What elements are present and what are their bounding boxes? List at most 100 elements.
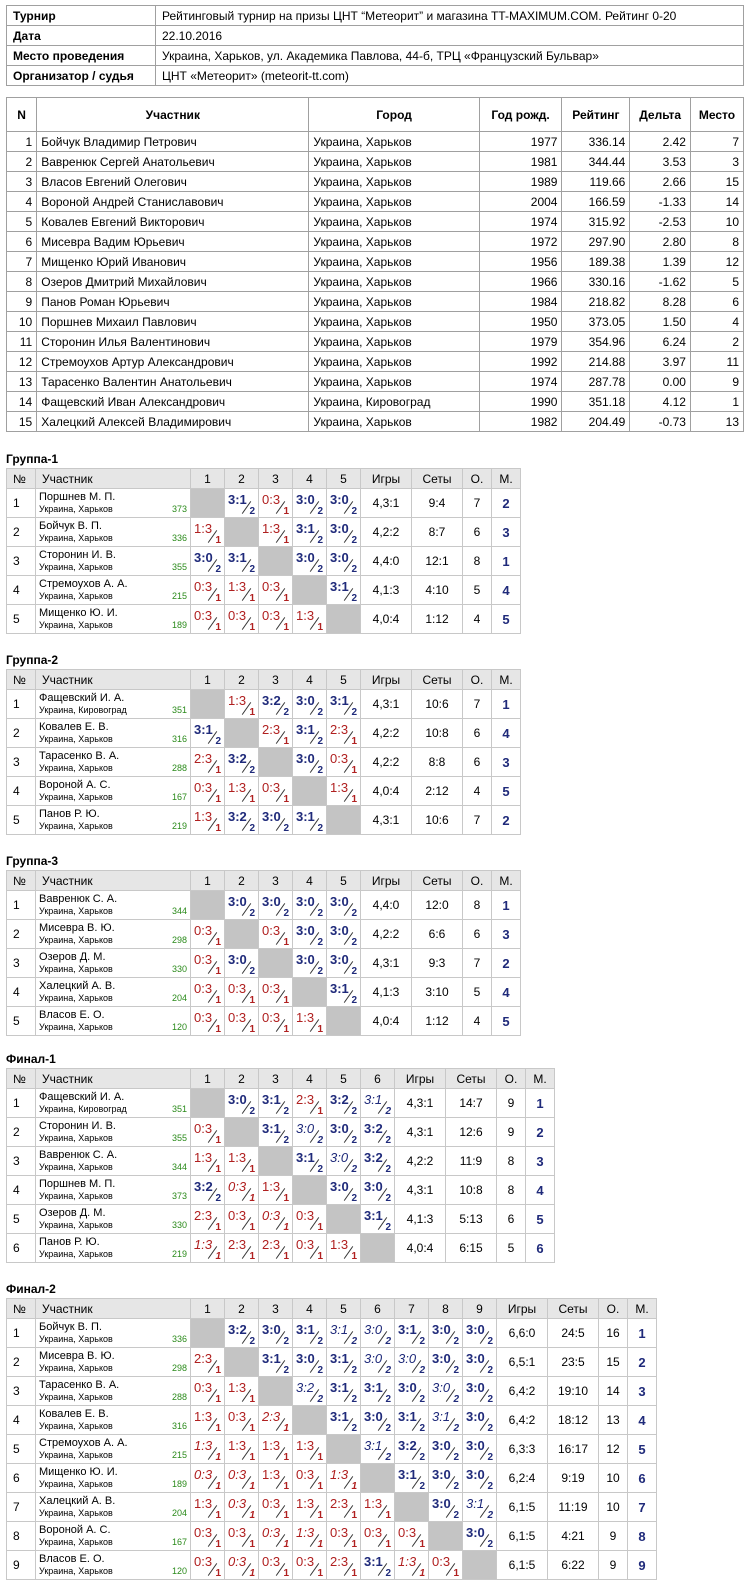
participant-row: 2 Вавренюк Сергей Анатольевич Украина, Хар… [5, 151, 745, 172]
player-rating: 316 [171, 1421, 187, 1431]
participant-cell: 344.44 [561, 151, 631, 172]
player-info: Украина, Харьков 344 [39, 1162, 187, 1173]
points: 6 [462, 919, 492, 949]
score-sets: 0:3 [194, 952, 213, 967]
score-cell: 0:3 1 [258, 1006, 293, 1036]
games: 6,3:3 [496, 1434, 548, 1464]
score-sets: 3:1 [228, 492, 247, 507]
score-sets: 0:3 [398, 1525, 417, 1540]
score-sets: 3:1 [296, 722, 315, 737]
score-cell: 3:0 2 [360, 1405, 395, 1435]
score: 3:0 2 [463, 1348, 496, 1376]
participant-row: 6 Мисевра Вадим Юрьевич Украина, Харьков 19… [5, 231, 745, 252]
row-number: 1 [6, 1318, 36, 1348]
score-points: 2 [317, 535, 323, 546]
score-cell: 2:3 1 [190, 747, 225, 777]
player-name: Фащевский И. А. [39, 1091, 125, 1103]
score-points: 2 [351, 564, 357, 575]
score-points: 1 [215, 622, 221, 633]
score-sets: 0:3 [262, 579, 281, 594]
score-points: 1 [249, 1539, 255, 1550]
score-sets: 2:3 [194, 1208, 213, 1223]
player-info: Украина, Харьков 215 [39, 591, 187, 602]
score-points: 2 [385, 1164, 391, 1175]
score-points: 1 [215, 1365, 221, 1376]
score-cell: 3:1 2 [258, 1347, 293, 1377]
score-sets: 3:1 [432, 1409, 451, 1424]
self-cell [292, 776, 327, 806]
score-points: 1 [249, 622, 255, 633]
info-value: Рейтинговый турнир на призы ЦНТ “Метеори… [155, 5, 744, 26]
score-cell: 3:0 2 [462, 1376, 497, 1406]
score: 3:0 2 [463, 1522, 496, 1550]
sets: 12:1 [411, 546, 463, 576]
player: Мисевра В. Ю. Украина, Харьков 298 [35, 1347, 191, 1377]
score: 0:3 1 [259, 605, 292, 633]
place: 5 [525, 1204, 555, 1234]
participant-cell: 4.12 [629, 391, 691, 412]
participant-cell: 1.39 [629, 251, 691, 272]
score: 0:3 1 [225, 1176, 258, 1204]
score-sets: 3:0 [296, 1121, 315, 1136]
player-rating: 355 [171, 1133, 187, 1143]
player-rating: 373 [171, 504, 187, 514]
score-points: 1 [283, 1222, 289, 1233]
player-city: Украина, Харьков [39, 1191, 113, 1201]
score-sets: 3:0 [330, 1121, 349, 1136]
score: 0:3 1 [259, 576, 292, 604]
player-name: Озеров Д. М. [39, 1207, 106, 1219]
score-sets: 3:0 [296, 923, 315, 938]
score-points: 1 [351, 1539, 357, 1550]
points: 7 [462, 805, 492, 835]
score: 2:3 1 [327, 1493, 360, 1521]
score-cell: 0:3 1 [292, 1233, 327, 1263]
score: 2:3 1 [259, 1406, 292, 1434]
participant-cell: 9 [5, 291, 38, 312]
score-cell: 3:1 2 [462, 1492, 497, 1522]
score-sets: 3:0 [364, 1322, 383, 1337]
score-sets: 3:0 [432, 1438, 451, 1453]
score-cell: 3:0 2 [224, 890, 259, 920]
group-body: 1 Фащевский И. А. Украина, Кировоград 351 3:… [6, 1088, 555, 1263]
column-header: Участник [35, 870, 191, 891]
participant-cell: 3.53 [629, 151, 691, 172]
score-cell: 3:0 2 [462, 1434, 497, 1464]
group-title: Группа-1 [6, 452, 59, 466]
player-city: Украина, Харьков [39, 935, 113, 945]
score-sets: 3:1 [194, 722, 213, 737]
player-rating: 219 [171, 1249, 187, 1259]
column-header: 5 [326, 468, 361, 489]
score-points: 1 [283, 1024, 289, 1035]
score-sets: 0:3 [296, 1554, 315, 1569]
participant-cell: Ковалев Евгений Викторович [36, 211, 310, 232]
score: 0:3 1 [395, 1522, 428, 1550]
score-points: 1 [249, 995, 255, 1006]
score: 3:1 2 [259, 1089, 292, 1117]
score-points: 1 [215, 1251, 221, 1262]
score-sets: 3:0 [330, 1150, 349, 1165]
score-cell: 0:3 1 [224, 1405, 259, 1435]
score-points: 1 [215, 1539, 221, 1550]
info-table: Турнир Рейтинговый турнир на призы ЦНТ “М… [6, 5, 744, 86]
score-points: 2 [249, 1106, 255, 1117]
score-cell: 1:3 1 [224, 575, 259, 605]
player-name: Вавренюк С. А. [39, 893, 118, 905]
score-sets: 2:3 [262, 1409, 281, 1424]
score-cell: 1:3 1 [360, 1492, 395, 1522]
participant-cell: 3.97 [629, 351, 691, 372]
score-sets: 1:3 [228, 1438, 247, 1453]
score-cell: 3:0 2 [326, 546, 361, 576]
player: Поршнев М. П. Украина, Харьков 373 [35, 1175, 191, 1205]
column-header: 4 [292, 1068, 327, 1089]
score-cell: 3:0 2 [292, 488, 327, 518]
player-city: Украина, Харьков [39, 620, 113, 630]
participants-header: N Участник Город Год рожд. Рейтинг Дельта Мест… [5, 97, 745, 132]
score-points: 2 [385, 1135, 391, 1146]
score-cell: 3:0 2 [326, 1175, 361, 1205]
player: Вороной А. С. Украина, Харьков 167 [35, 1521, 191, 1551]
group-row: 4 Поршнев М. П. Украина, Харьков 373 3:2 2 0:3… [6, 1175, 555, 1205]
score-sets: 3:2 [228, 751, 247, 766]
score: 3:1 2 [361, 1377, 394, 1405]
player: Вавренюк С. А. Украина, Харьков 344 [35, 890, 191, 920]
group-row: 1 Поршнев М. П. Украина, Харьков 373 3:1 2 0:3… [6, 488, 521, 518]
